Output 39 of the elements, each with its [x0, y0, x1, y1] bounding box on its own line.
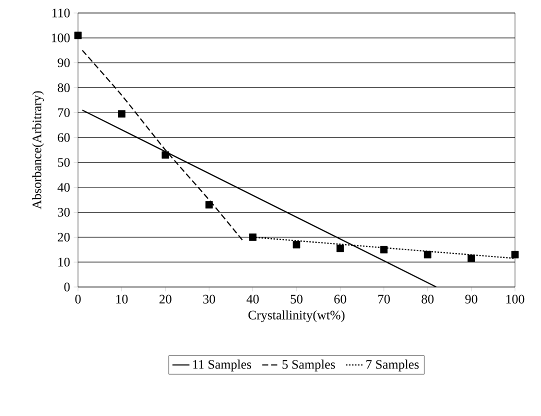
point	[162, 151, 170, 159]
point	[424, 250, 432, 258]
y-tick-label: 80	[58, 83, 70, 92]
point	[468, 254, 475, 262]
y-tick-label: 70	[58, 108, 70, 118]
x-tick-label: 70	[378, 294, 390, 304]
y-tick-label: 50	[58, 158, 70, 167]
x-tick-label: 10	[116, 294, 128, 304]
x-tick-label: 40	[246, 294, 259, 304]
y-tick-label: 110	[52, 8, 70, 18]
point	[336, 244, 344, 252]
legend-label: 5 Samples	[282, 360, 335, 372]
legend-label: 11 Samples	[193, 360, 252, 372]
x-tick-label: 30	[203, 294, 216, 304]
y-tick-label: 0	[64, 282, 70, 292]
point	[74, 32, 82, 40]
point	[249, 233, 256, 241]
x-tick-label: 80	[422, 294, 434, 304]
x-axis-title: Crystallinity(wt%)	[248, 310, 345, 322]
x-tick-label: 20	[159, 294, 172, 304]
x-tick-label: 0	[75, 294, 81, 304]
point	[205, 201, 213, 208]
y-tick-label: 10	[58, 258, 70, 266]
y-tick-label: 20	[58, 232, 70, 242]
point	[511, 250, 519, 258]
x-tick-label: 50	[290, 294, 302, 304]
point	[380, 246, 388, 254]
point	[292, 240, 300, 248]
x-tick-label: 60	[334, 294, 346, 304]
y-tick-label: 90	[58, 58, 70, 68]
x-tick-label: 100	[506, 294, 524, 304]
y-tick-label: 40	[58, 182, 70, 192]
legend-label: 7 Samples	[366, 360, 419, 372]
y-tick-label: 30	[58, 208, 70, 217]
y-tick-label: 60	[58, 133, 70, 142]
x-tick-label: 90	[465, 294, 478, 304]
point	[118, 110, 126, 118]
y-tick-label: 100	[52, 34, 70, 42]
y-axis-title: Absorbance(Arbitrary)	[32, 91, 44, 210]
